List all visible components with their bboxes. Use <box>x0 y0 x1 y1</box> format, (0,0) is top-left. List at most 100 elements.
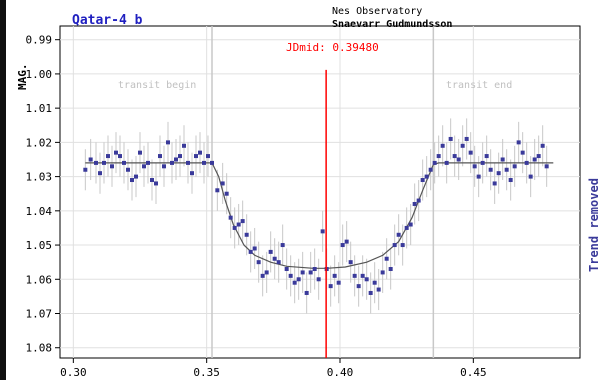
observatory-label: Nes Observatory <box>332 6 422 17</box>
data-point <box>320 229 325 234</box>
data-point <box>436 154 441 159</box>
transit-markers <box>211 26 435 358</box>
data-point <box>142 164 146 169</box>
x-tick-label: 0.35 <box>193 366 220 379</box>
x-tick-label: 0.30 <box>60 366 87 379</box>
data-point <box>364 277 369 282</box>
y-tick-label: 1.02 <box>26 136 53 149</box>
y-tick-label: 1.00 <box>26 68 53 81</box>
data-point <box>500 157 505 162</box>
data-point <box>332 273 337 278</box>
data-point <box>83 167 88 172</box>
data-point <box>352 273 357 278</box>
data-point <box>300 270 305 275</box>
data-point <box>272 256 277 261</box>
data-point <box>348 260 353 265</box>
data-point <box>154 181 158 186</box>
data-point <box>228 215 233 220</box>
data-point <box>424 174 429 179</box>
data-point <box>464 136 469 141</box>
data-point <box>252 246 257 251</box>
trend-removed-label: Trend removed <box>587 178 601 272</box>
x-axis-ticks: 0.30 0.35 0.40 0.45 <box>60 358 487 379</box>
data-point <box>170 160 174 165</box>
data-point <box>308 270 313 275</box>
data-point <box>328 284 333 289</box>
y-tick-label: 1.03 <box>26 171 53 184</box>
data-point <box>114 150 118 155</box>
data-point <box>432 160 437 165</box>
data-point <box>496 171 501 176</box>
data-point <box>392 243 397 248</box>
observer-label: Snaevarr Gudmundsson <box>332 19 452 30</box>
data-point <box>512 164 517 169</box>
y-axis-label: MAG. <box>16 64 29 91</box>
y-tick-label: 0.99 <box>26 34 53 47</box>
data-point <box>400 243 405 248</box>
data-point <box>440 143 445 148</box>
data-point <box>280 243 285 248</box>
data-point <box>194 154 198 159</box>
data-point <box>206 154 210 159</box>
data-point <box>276 260 281 265</box>
data-point <box>452 154 457 159</box>
data-point <box>166 140 170 145</box>
data-point <box>492 181 497 186</box>
transit-end-label: transit end <box>446 80 512 91</box>
data-point <box>384 256 389 261</box>
data-point <box>174 157 178 162</box>
data-point <box>396 232 401 237</box>
data-point <box>376 287 381 292</box>
chart-title: Qatar-4 b <box>72 13 143 28</box>
data-point <box>292 280 297 285</box>
data-point <box>540 143 545 148</box>
model-curve <box>85 162 554 269</box>
y-tick-label: 1.04 <box>26 205 53 218</box>
data-point <box>472 164 477 169</box>
data-point <box>106 154 110 159</box>
data-point <box>198 150 202 155</box>
data-point <box>202 160 206 165</box>
data-point <box>220 181 225 186</box>
data-point <box>404 225 409 230</box>
data-point <box>360 273 365 278</box>
jdmid-label: JDmid: 0.39480 <box>286 41 379 54</box>
data-point <box>162 164 166 169</box>
data-point <box>236 222 241 227</box>
data-point <box>224 191 229 196</box>
data-point <box>516 140 521 145</box>
data-point <box>94 160 98 165</box>
data-point <box>126 167 130 172</box>
data-point <box>388 267 393 272</box>
data-point <box>150 178 154 183</box>
y-tick-label: 1.08 <box>26 342 53 355</box>
data-point <box>178 154 182 159</box>
y-tick-label: 1.07 <box>26 308 53 321</box>
data-point <box>146 160 150 165</box>
data-point <box>98 171 102 176</box>
data-point <box>284 267 289 272</box>
data-point <box>215 188 220 193</box>
data-point <box>476 174 481 179</box>
data-point <box>428 167 433 172</box>
data-point <box>88 157 93 162</box>
data-point <box>158 154 162 159</box>
data-point <box>316 277 321 282</box>
data-point <box>260 273 265 278</box>
data-point <box>122 160 126 165</box>
data-point <box>340 243 345 248</box>
data-point <box>448 136 453 141</box>
data-point <box>488 167 493 172</box>
data-point <box>210 160 214 165</box>
data-point <box>102 160 106 165</box>
data-point <box>356 284 361 289</box>
data-point <box>544 164 549 169</box>
data-point <box>460 143 465 148</box>
y-tick-label: 1.06 <box>26 273 53 286</box>
data-point <box>264 270 269 275</box>
left-edge-strip <box>0 0 6 380</box>
data-points <box>83 136 549 295</box>
data-point <box>256 260 261 265</box>
